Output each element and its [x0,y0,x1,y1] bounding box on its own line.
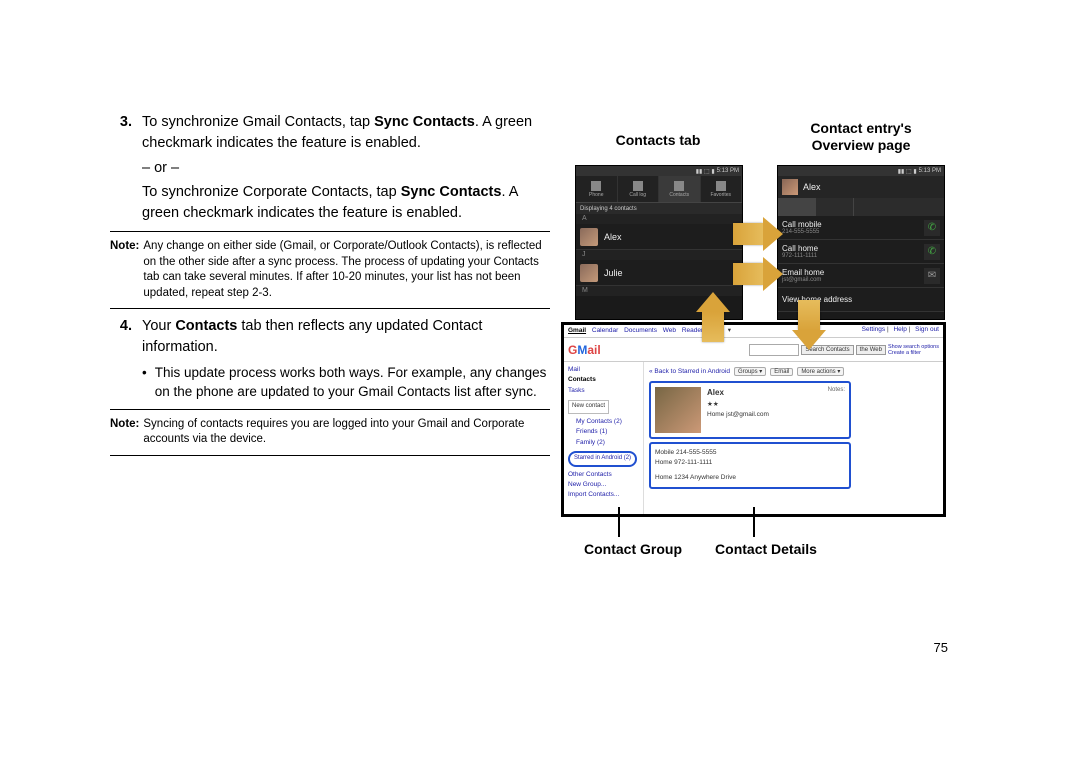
step-3: 3. To synchronize Gmail Contacts, tap Sy… [110,112,550,154]
label-contact-details: Contact Details [696,541,836,558]
step-number: 4. [110,316,132,358]
note-1: Note: Any change on either side (Gmail, … [110,239,550,301]
gmail-logo: GMail [568,343,601,357]
page-number: 75 [934,640,948,655]
label-contact-group: Contact Group [568,541,698,558]
label-contact-entry: Contact entry'sOverview page [791,120,931,154]
note-body: Syncing of contacts requires you are log… [143,417,550,448]
divider [110,308,550,309]
label-contacts-tab: Contacts tab [598,132,718,149]
text-column: 3. To synchronize Gmail Contacts, tap Sy… [110,112,550,463]
note-label: Note: [110,239,139,301]
step-number: 3. [110,112,132,154]
paragraph: To synchronize Corporate Contacts, tap S… [142,182,550,224]
callout-line [753,507,755,537]
phone-tabs: Phone Call log Contacts Favorites [576,176,742,203]
divider [110,409,550,410]
divider [110,455,550,456]
starred-group-highlight: Starred in Android (2) [568,451,637,467]
gmail-window: Gmail Calendar Documents Web Reader more… [561,322,946,517]
note-label: Note: [110,417,139,448]
callout-line [618,507,620,537]
search-web-button[interactable]: the Web [856,345,886,355]
step-body: Your Contacts tab then reflects any upda… [142,316,550,358]
contact-highlight-1: Alex ★★ Home jst@gmail.com Notes: [649,381,851,439]
divider [110,231,550,232]
step-4: 4. Your Contacts tab then reflects any u… [110,316,550,358]
gmail-main: « Back to Starred in Android Groups ▾ Em… [644,362,943,517]
bullet-item: • This update process works both ways. F… [142,364,550,402]
figure-column: Contacts tab Contact entry'sOverview pag… [578,112,948,463]
gmail-sidebar: Mail Contacts Tasks New contact My Conta… [564,362,644,517]
contact-highlight-2: Mobile 214-555-5555 Home 972-111-1111 Ho… [649,442,851,489]
note-2: Note: Syncing of contacts requires you a… [110,417,550,448]
phone-contact-overview: ▮▮ ⬚ ▮5:13 PM Alex Call mobile214-555-55… [777,165,945,320]
or-separator: – or – [142,160,550,176]
step-body: To synchronize Gmail Contacts, tap Sync … [142,112,550,154]
note-body: Any change on either side (Gmail, or Cor… [143,239,550,301]
